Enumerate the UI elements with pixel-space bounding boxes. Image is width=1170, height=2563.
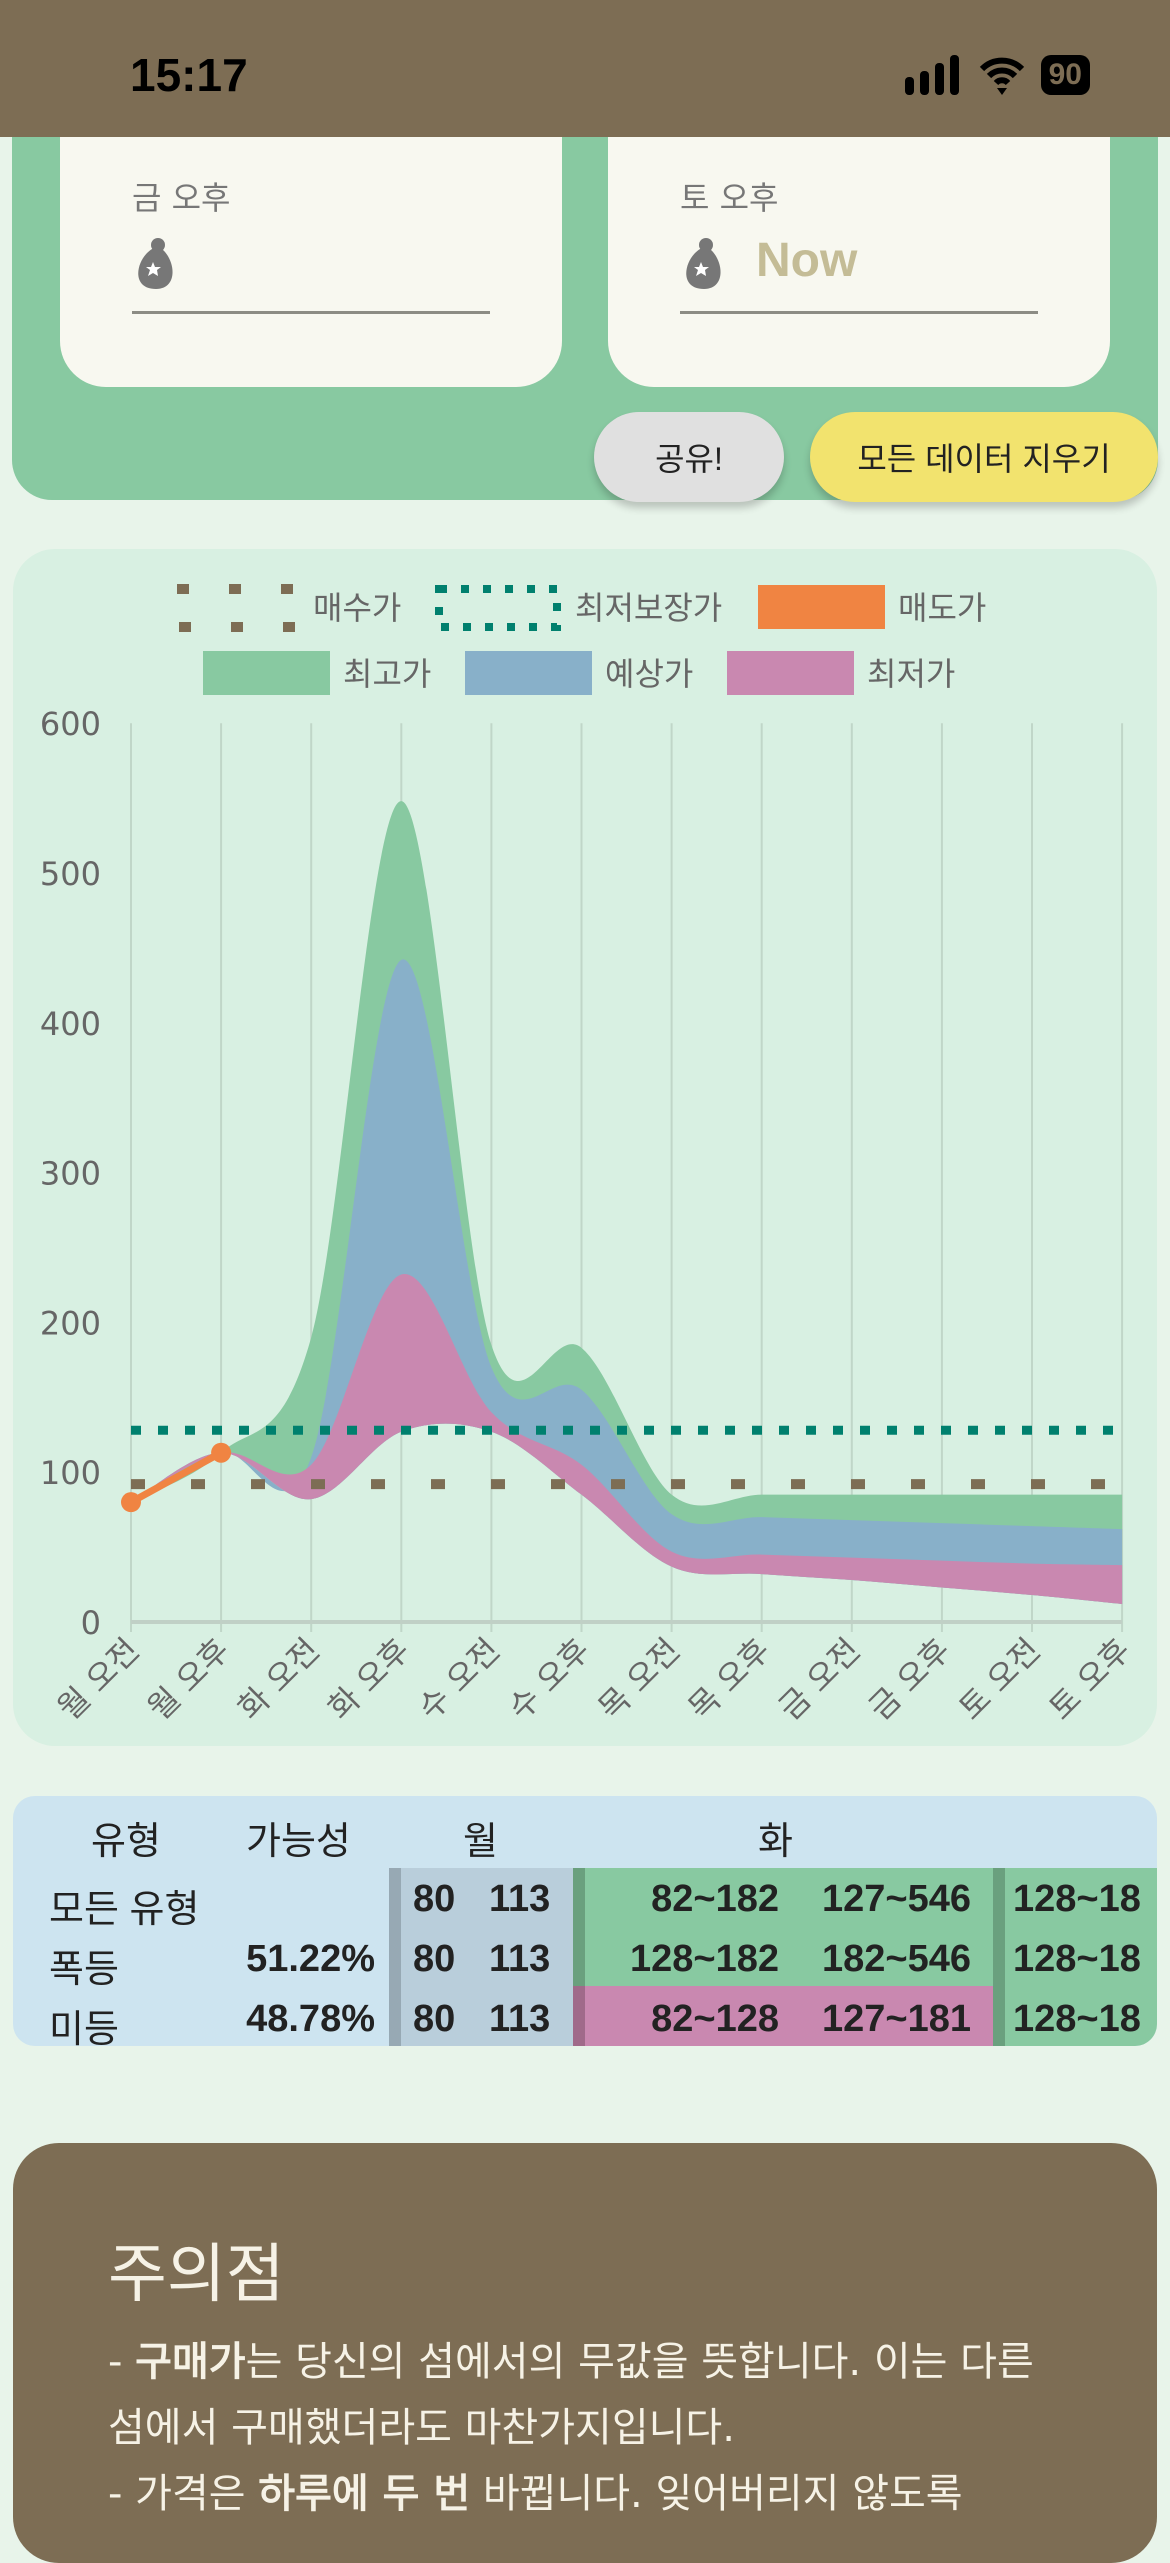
header-type: 유형	[91, 1821, 161, 1863]
mon-pm: 113	[489, 1998, 551, 2040]
row-type: 미등	[49, 2009, 119, 2046]
y-tick-label: 400	[40, 1005, 101, 1043]
legend-swatch	[727, 651, 854, 695]
y-tick-label: 200	[40, 1304, 101, 1342]
sell-price-point	[211, 1442, 232, 1463]
legend-swatch	[203, 651, 330, 695]
wifi-icon	[979, 57, 1024, 95]
tue-pm: 127~546	[822, 1878, 971, 1920]
x-tick-label: 토 오전	[951, 1631, 1048, 1728]
x-tick-label: 수 오후	[501, 1631, 598, 1728]
legend-label: 최저가	[867, 655, 955, 693]
clear-data-button[interactable]: 모든 데이터 지우기	[810, 412, 1158, 502]
input-underline	[680, 311, 1038, 314]
forecast-inputs: 금 오후 토 오후 Now 공유! 모든 데이터 지우기	[12, 137, 1158, 502]
pattern-table: 유형 가능성 월 화 모든 유형 80 113 82~182 127~546 128~18…	[13, 1796, 1157, 2046]
legend-label: 매도가	[898, 589, 986, 627]
sell-price-point	[121, 1492, 141, 1513]
mon-pm: 113	[489, 1878, 551, 1920]
header-tue: 화	[758, 1821, 793, 1863]
price-input-placeholder[interactable]: Now	[756, 234, 858, 287]
price-card-fri-pm: 금 오후	[60, 137, 562, 387]
legend-swatch	[465, 651, 592, 695]
min-area	[131, 1273, 1123, 1605]
y-tick-label: 500	[40, 855, 101, 893]
note-text: 는 당신의 섬에서의 무값을 뜻합니다. 이는 다른 섬에서 구매했더라도 마찬…	[108, 2339, 1034, 2451]
x-tick-label: 토 오후	[1041, 1631, 1138, 1728]
share-button[interactable]: 공유!	[594, 412, 784, 502]
row-probability: 48.78%	[246, 1998, 375, 2040]
tue-pm: 182~546	[822, 1938, 971, 1980]
x-tick-label: 월 오후	[140, 1631, 237, 1728]
notes-section: 주의점 - 구매가는 당신의 섬에서의 무값을 뜻합니다. 이는 다른 섬에서 …	[13, 2143, 1157, 2563]
x-tick-label: 화 오전	[230, 1631, 327, 1728]
legend-swatch	[172, 584, 300, 632]
price-chart: 0 100 200 300 400 500 600 월 오전 월 오후 화 오전 화 오후 수 오전 수…	[13, 549, 1157, 1746]
tue-am: 128~182	[630, 1938, 779, 1980]
legend-label: 예상가	[605, 655, 693, 693]
clock: 15:17	[130, 49, 248, 101]
input-underline	[132, 311, 490, 314]
header-probability: 가능성	[246, 1821, 351, 1863]
card-label: 금 오후	[132, 179, 231, 217]
mon-am: 80	[413, 1938, 456, 1980]
note-text: 가격은	[135, 2471, 259, 2517]
y-tick-label: 300	[40, 1155, 101, 1193]
x-tick-label: 월 오전	[50, 1631, 147, 1728]
y-tick-label: 600	[40, 705, 101, 743]
tue-am: 82~182	[651, 1878, 779, 1920]
x-tick-label: 목 오후	[681, 1631, 778, 1728]
price-card-sat-pm: 토 오후 Now	[608, 137, 1110, 387]
status-bar: 15:17 90	[0, 0, 1170, 137]
x-tick-label: 금 오전	[771, 1631, 868, 1728]
mon-pm: 113	[489, 1938, 551, 1980]
legend-label: 매수가	[313, 589, 401, 627]
legend-swatch	[435, 585, 561, 631]
wed-am: 128~18	[1013, 1878, 1141, 1920]
mon-am: 80	[413, 1998, 456, 2040]
row-type: 모든 유형	[49, 1889, 200, 1931]
legend-label: 최저보장가	[575, 589, 722, 627]
x-tick-label: 화 오후	[320, 1631, 417, 1728]
money-bag-icon	[686, 238, 721, 289]
wed-am: 128~18	[1013, 1938, 1141, 1980]
sell-price-line	[129, 1449, 223, 1506]
card-label: 토 오후	[680, 179, 779, 217]
tue-am: 82~128	[651, 1998, 779, 2040]
mon-am: 80	[413, 1878, 456, 1920]
note-text: 바뀝니다. 잊어버리지 않도록	[470, 2471, 963, 2517]
note-bold: 구매가	[135, 2339, 246, 2385]
header-mon: 월	[463, 1821, 498, 1863]
money-bag-icon	[138, 238, 173, 289]
chart-svg: 0 100 200 300 400 500 600 월 오전월 오후화 오전화 오후수 오전수…	[40, 584, 1138, 1728]
legend-label: 최고가	[343, 655, 431, 693]
tue-pm: 127~181	[822, 1998, 971, 2040]
x-tick-label: 목 오전	[591, 1631, 688, 1728]
note-2: - 가격은 하루에 두 번 바뀝니다. 잊어버리지 않도록	[108, 2471, 963, 2517]
row-type: 폭등	[49, 1949, 119, 1991]
wed-am: 128~18	[1013, 1998, 1141, 2040]
signal-icon	[904, 55, 959, 95]
row-probability: 51.22%	[246, 1938, 375, 1980]
x-tick-label: 금 오후	[861, 1631, 958, 1728]
note-bold: 하루에 두 번	[258, 2471, 471, 2517]
note-1: - 구매가는 당신의 섬에서의 무값을 뜻합니다. 이는 다른 섬에서 구매했더…	[108, 2339, 1034, 2451]
notes-title: 주의점	[108, 2238, 285, 2312]
battery-icon: 90	[1040, 55, 1090, 95]
x-tick-label: 수 오전	[411, 1631, 508, 1728]
y-tick-label: 100	[40, 1454, 101, 1492]
legend-swatch	[758, 585, 885, 629]
y-tick-label: 0	[81, 1604, 101, 1642]
